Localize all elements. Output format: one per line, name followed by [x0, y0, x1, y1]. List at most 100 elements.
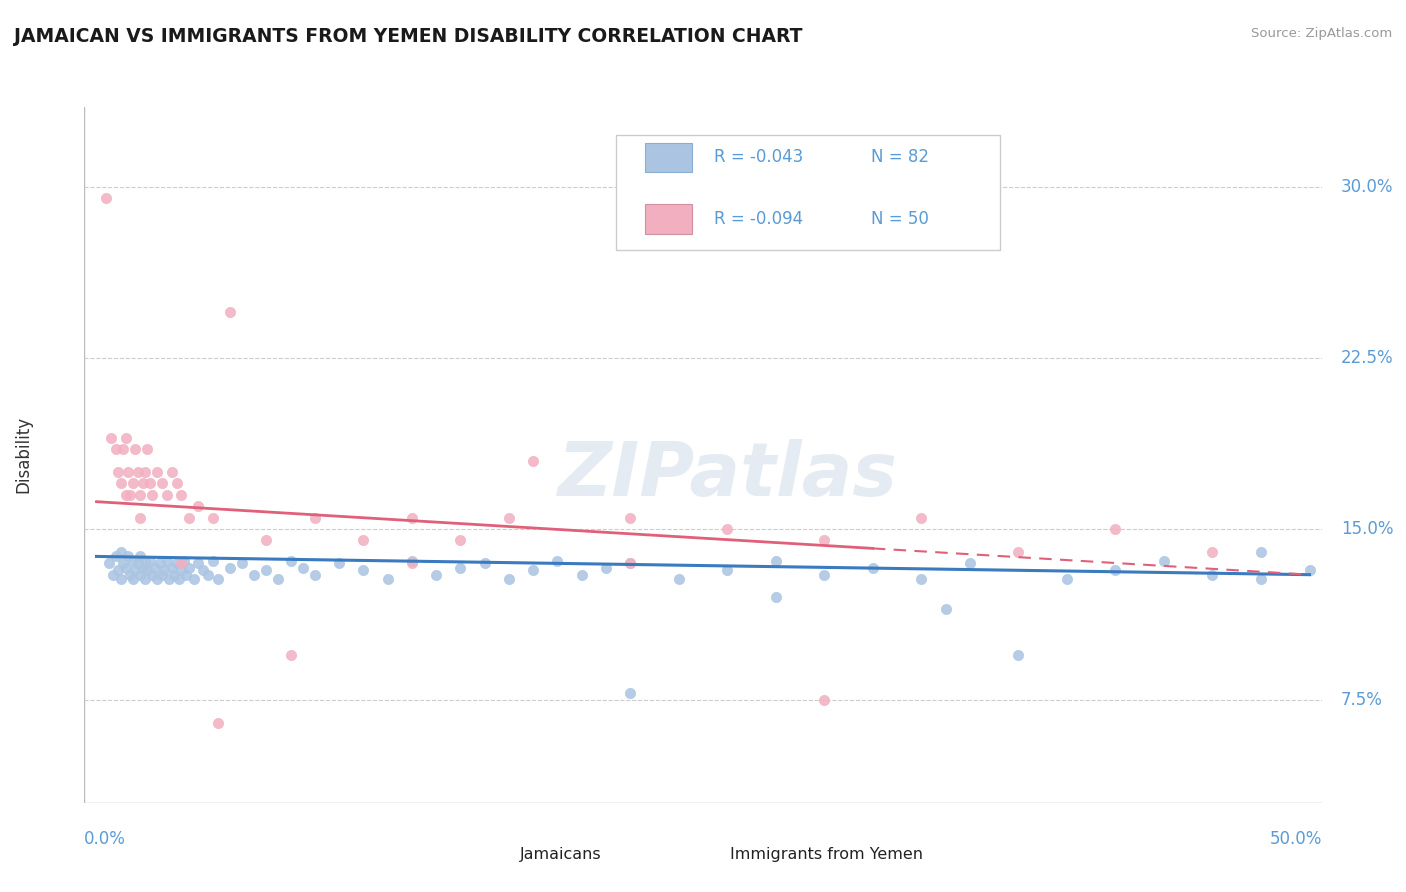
- Point: [170, 563, 193, 577]
- Text: Disability: Disability: [14, 417, 32, 493]
- Point: [174, 567, 197, 582]
- Point: [619, 556, 641, 570]
- Point: [107, 465, 129, 479]
- Point: [104, 442, 127, 457]
- Point: [156, 488, 179, 502]
- Point: [124, 442, 146, 457]
- Point: [127, 556, 149, 570]
- Point: [97, 556, 120, 570]
- Point: [153, 563, 176, 577]
- Point: [136, 442, 159, 457]
- Text: 15.0%: 15.0%: [1341, 520, 1393, 538]
- Point: [122, 476, 145, 491]
- Text: 50.0%: 50.0%: [1270, 830, 1322, 848]
- Point: [136, 563, 159, 577]
- Point: [117, 465, 139, 479]
- Point: [197, 567, 219, 582]
- Point: [401, 554, 423, 568]
- Point: [1104, 563, 1126, 577]
- Text: ZIPatlas: ZIPatlas: [558, 439, 898, 512]
- Point: [1250, 572, 1272, 586]
- Point: [143, 561, 166, 575]
- Point: [910, 572, 932, 586]
- Point: [595, 561, 617, 575]
- Point: [160, 561, 183, 575]
- Point: [219, 305, 242, 319]
- Point: [139, 476, 162, 491]
- Point: [160, 465, 183, 479]
- Text: 7.5%: 7.5%: [1341, 691, 1384, 709]
- Point: [157, 572, 180, 586]
- Point: [546, 554, 568, 568]
- Point: [765, 554, 787, 568]
- Point: [131, 561, 153, 575]
- Point: [114, 431, 136, 445]
- Point: [187, 500, 209, 514]
- Point: [129, 567, 152, 582]
- Point: [716, 522, 738, 536]
- Text: 0.0%: 0.0%: [84, 830, 127, 848]
- Point: [201, 510, 224, 524]
- Point: [1201, 567, 1223, 582]
- Point: [619, 556, 641, 570]
- Point: [1153, 554, 1175, 568]
- Point: [170, 488, 193, 502]
- Point: [150, 567, 173, 582]
- Point: [103, 567, 125, 582]
- Text: 22.5%: 22.5%: [1341, 349, 1393, 367]
- FancyBboxPatch shape: [645, 204, 692, 234]
- Point: [134, 556, 156, 570]
- Point: [280, 554, 302, 568]
- Point: [449, 561, 471, 575]
- Point: [267, 572, 290, 586]
- Point: [765, 591, 787, 605]
- Point: [474, 556, 496, 570]
- Point: [112, 442, 135, 457]
- Text: Jamaicans: Jamaicans: [520, 847, 602, 863]
- Point: [377, 572, 399, 586]
- Text: Immigrants from Yemen: Immigrants from Yemen: [730, 847, 924, 863]
- Point: [117, 549, 139, 564]
- Point: [1056, 572, 1078, 586]
- Point: [177, 561, 200, 575]
- Point: [449, 533, 471, 548]
- Point: [498, 510, 520, 524]
- Point: [134, 572, 156, 586]
- Point: [170, 556, 193, 570]
- Point: [280, 648, 302, 662]
- Point: [243, 567, 266, 582]
- Point: [148, 556, 170, 570]
- Point: [1201, 545, 1223, 559]
- Point: [134, 465, 156, 479]
- Point: [668, 572, 690, 586]
- Point: [167, 572, 190, 586]
- Point: [146, 465, 169, 479]
- Point: [304, 567, 326, 582]
- Point: [813, 693, 835, 707]
- Point: [571, 567, 593, 582]
- Point: [401, 556, 423, 570]
- Point: [173, 554, 195, 568]
- Point: [813, 567, 835, 582]
- Point: [141, 488, 163, 502]
- FancyBboxPatch shape: [616, 135, 1000, 250]
- Point: [254, 533, 277, 548]
- Point: [110, 572, 132, 586]
- Point: [177, 510, 200, 524]
- Point: [124, 563, 146, 577]
- Point: [1007, 648, 1029, 662]
- Point: [304, 510, 326, 524]
- Text: N = 82: N = 82: [872, 148, 929, 166]
- Point: [619, 510, 641, 524]
- Point: [114, 488, 136, 502]
- Point: [352, 563, 374, 577]
- Point: [112, 556, 135, 570]
- Point: [122, 554, 145, 568]
- FancyBboxPatch shape: [645, 143, 692, 172]
- Point: [146, 572, 169, 586]
- Point: [193, 563, 215, 577]
- Point: [131, 476, 153, 491]
- Point: [619, 686, 641, 700]
- Point: [122, 572, 145, 586]
- Point: [96, 191, 118, 205]
